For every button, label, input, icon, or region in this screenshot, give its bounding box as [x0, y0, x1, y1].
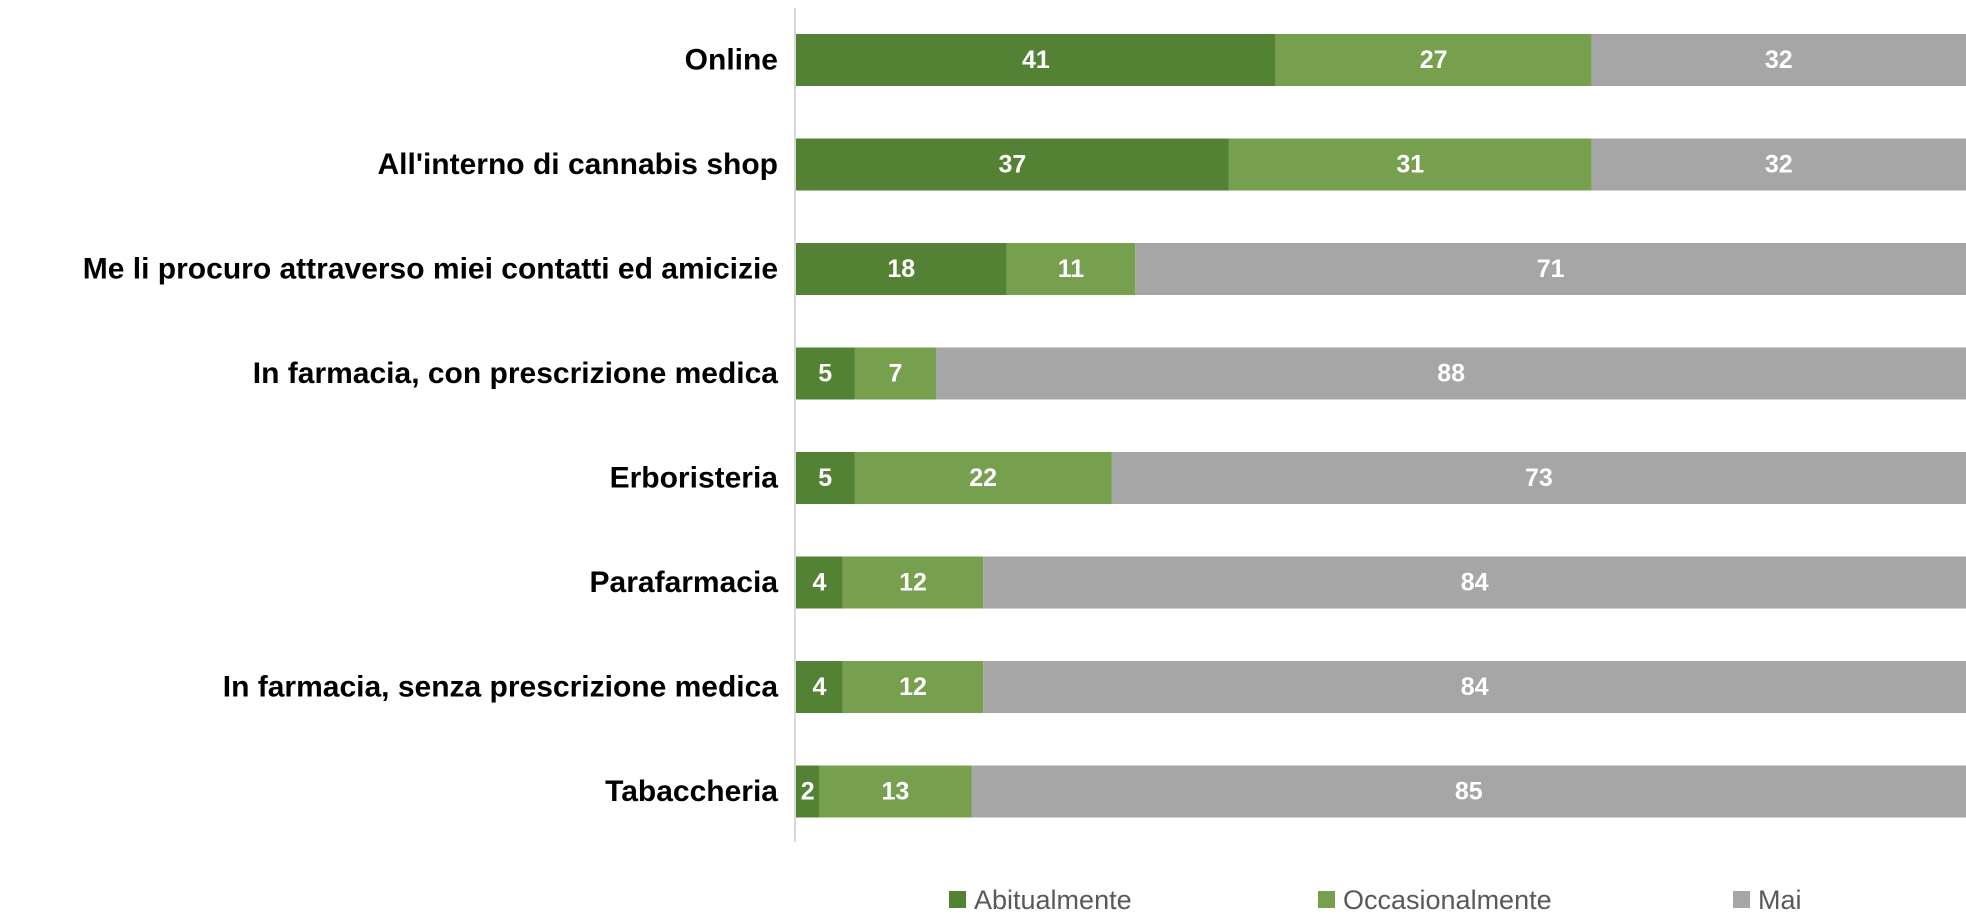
- data-label: 12: [899, 569, 927, 597]
- legend-label: Abitualmente: [974, 885, 1132, 914]
- data-label: 18: [887, 255, 915, 283]
- data-label: 5: [818, 464, 832, 492]
- data-label: 13: [882, 778, 910, 806]
- legend-swatch: [1733, 891, 1750, 908]
- data-label: 84: [1461, 569, 1489, 597]
- legend-label: Occasionalmente: [1343, 885, 1552, 914]
- data-label: 11: [1058, 255, 1085, 283]
- data-label: 71: [1537, 255, 1565, 283]
- category-label: Parafarmacia: [590, 566, 779, 599]
- data-label: 73: [1525, 464, 1553, 492]
- category-label: In farmacia, con prescrizione medica: [253, 357, 779, 390]
- data-label: 5: [818, 360, 832, 388]
- data-label: 2: [801, 778, 815, 806]
- data-label: 88: [1437, 360, 1465, 388]
- data-label: 37: [999, 151, 1027, 179]
- data-label: 41: [1022, 46, 1050, 74]
- data-label: 7: [888, 360, 902, 388]
- data-label: 85: [1455, 778, 1483, 806]
- category-label: Me li procuro attraverso miei contatti e…: [83, 253, 778, 286]
- category-label: Tabaccheria: [605, 775, 778, 808]
- data-label: 31: [1396, 151, 1424, 179]
- legend: Abitualmente Occasionalmente Mai: [949, 885, 1802, 914]
- category-label: In farmacia, senza prescrizione medica: [223, 671, 779, 704]
- data-label: 12: [899, 673, 927, 701]
- data-label: 32: [1765, 151, 1793, 179]
- category-label: All'interno di cannabis shop: [377, 148, 778, 181]
- bars-layer: 41 27 32 37 31 32 18 11 71 5 7 88 5 22 73 4 12 84 4 12 84 2 13…: [796, 34, 1966, 818]
- data-label: 22: [969, 464, 997, 492]
- legend-swatch: [949, 891, 966, 908]
- legend-swatch: [1318, 891, 1335, 908]
- data-label: 84: [1461, 673, 1489, 701]
- data-label: 4: [812, 673, 826, 701]
- category-label: Online: [685, 44, 778, 77]
- data-label: 4: [812, 569, 826, 597]
- category-labels: Online All'interno di cannabis shop Me li …: [83, 44, 779, 809]
- legend-label: Mai: [1758, 885, 1802, 914]
- data-label: 27: [1420, 46, 1448, 74]
- data-label: 32: [1765, 46, 1793, 74]
- category-label: Erboristeria: [610, 462, 779, 495]
